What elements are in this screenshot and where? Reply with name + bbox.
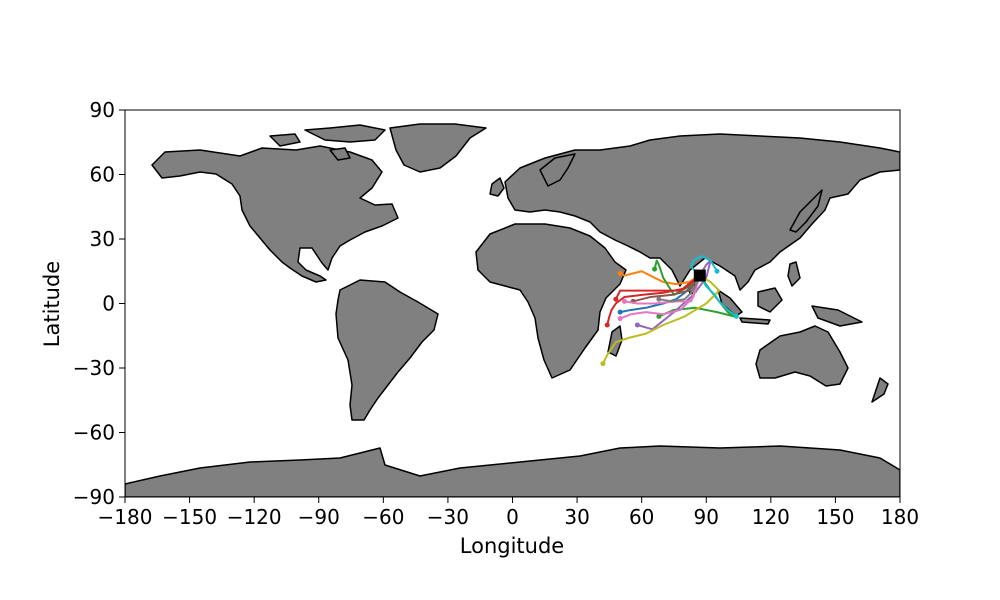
drifter-track-end — [617, 309, 623, 315]
land-south-america — [335, 279, 439, 421]
drifter-track — [690, 255, 719, 277]
x-tick-label: −150 — [162, 505, 217, 529]
x-tick-label: −180 — [98, 505, 153, 529]
release-site-marker — [693, 269, 706, 282]
land-japan — [789, 189, 823, 233]
x-tick-label: −60 — [362, 505, 404, 529]
x-tick-label: −120 — [227, 505, 282, 529]
x-axis-label: Longitude — [460, 534, 564, 558]
x-tick-label: 150 — [816, 505, 854, 529]
drifter-track — [614, 274, 701, 301]
drifter-track — [698, 274, 738, 318]
drifter-track — [623, 274, 701, 305]
y-axis-label: Latitude — [40, 261, 64, 347]
land-new-guinea — [811, 305, 863, 327]
y-tick-label: 90 — [90, 98, 115, 122]
drifter-track-end — [656, 296, 662, 302]
drifter-track-end — [634, 322, 640, 328]
land-new-zealand — [871, 377, 889, 403]
drifter-track — [657, 274, 701, 303]
drifter-track — [619, 270, 701, 286]
land-sumatra — [717, 289, 743, 317]
land-philippines — [787, 261, 801, 287]
tracks-layer — [600, 255, 739, 367]
y-tick-label: 30 — [90, 227, 115, 251]
drifter-track-end — [621, 298, 627, 304]
x-tick-label: 30 — [564, 505, 589, 529]
drifter-track — [632, 274, 701, 303]
land-antarctica — [125, 445, 900, 497]
land-borneo — [757, 287, 783, 313]
drifter-track-end — [604, 322, 610, 328]
x-tick-label: 60 — [629, 505, 654, 529]
land-britain — [489, 177, 505, 197]
y-axis-ticks: −90 −60 −30 0 30 60 90 — [73, 98, 125, 509]
land-greenland — [389, 123, 487, 173]
drifter-track-end — [652, 266, 658, 272]
land-java — [739, 317, 771, 325]
drifter-track-end — [613, 296, 619, 302]
drifter-track-end — [600, 361, 606, 367]
x-axis-ticks: −180 −150 −120 −90 −60 −30 0 30 60 90 120 150 180 — [98, 497, 919, 529]
land-layer — [125, 123, 900, 497]
drifter-track — [653, 259, 701, 296]
land-africa — [475, 223, 627, 379]
drifter-track-end — [714, 268, 720, 274]
drifter-track-end — [733, 313, 739, 319]
land-scandinavia — [539, 153, 576, 187]
drifter-track-end — [617, 270, 623, 276]
land-eurasia — [504, 133, 900, 291]
drifter-track — [601, 274, 721, 365]
land-australia — [755, 325, 849, 387]
y-tick-label: −60 — [73, 421, 115, 445]
x-tick-label: 90 — [694, 505, 719, 529]
drifter-track-end — [656, 313, 662, 319]
y-tick-label: −30 — [73, 356, 115, 380]
x-tick-label: −90 — [298, 505, 340, 529]
drifter-track — [636, 259, 712, 331]
x-tick-label: −30 — [427, 505, 469, 529]
x-tick-label: 120 — [752, 505, 790, 529]
y-tick-label: 60 — [90, 163, 115, 187]
y-tick-label: −90 — [73, 485, 115, 509]
x-tick-label: 180 — [881, 505, 919, 529]
y-tick-label: 0 — [102, 292, 115, 316]
land-arctic-islands — [269, 124, 386, 161]
x-tick-label: 0 — [506, 505, 519, 529]
land-north-america — [151, 145, 399, 283]
drifter-track-end — [617, 316, 623, 322]
